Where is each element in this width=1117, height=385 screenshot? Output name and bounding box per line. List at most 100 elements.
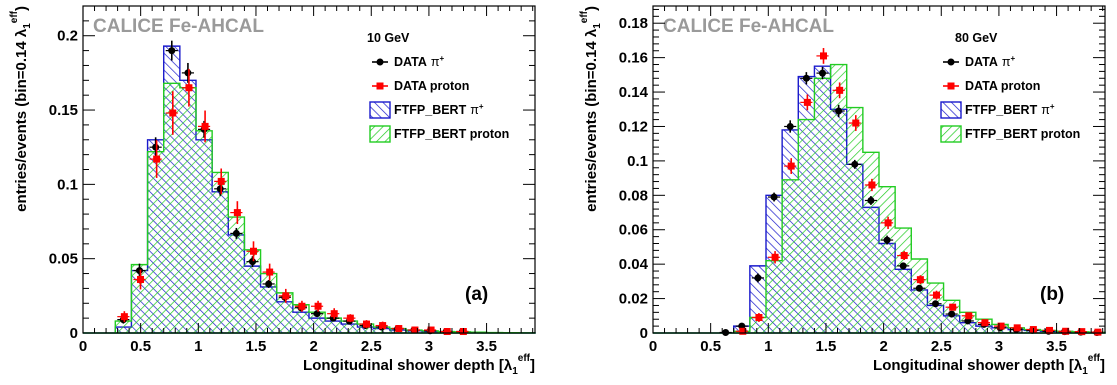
legend-label-sup: +	[479, 102, 484, 111]
y-tick-label: 0.16	[619, 50, 648, 67]
legend-entry: FTFP_BERT π+	[369, 101, 484, 119]
marker-circle	[883, 236, 891, 244]
marker-circle	[932, 300, 939, 308]
data-proton-point	[913, 275, 926, 285]
marker-square	[997, 322, 1005, 330]
marker-square	[153, 155, 161, 163]
marker-square	[1094, 328, 1102, 336]
y-tick-label: 0.12	[619, 118, 648, 135]
marker-circle	[915, 284, 923, 292]
legend-swatch	[369, 125, 391, 143]
marker-square	[201, 122, 209, 130]
marker-circle	[265, 280, 273, 288]
legend-label-symbol: π	[1002, 55, 1011, 69]
marker-circle	[867, 196, 875, 204]
marker-circle	[851, 160, 859, 168]
marker-square	[981, 319, 989, 327]
marker-square	[217, 177, 225, 185]
data-proton-point	[961, 312, 974, 320]
x-tick-label: 2.5	[931, 338, 952, 355]
ticks-a: 0 0.5 1 1.5 2 2.5 3 3.5 0 0.05 0.1 0.15 0.2	[49, 5, 535, 355]
data-proton-point	[1090, 328, 1103, 336]
marker-circle	[184, 69, 192, 77]
x-tick-label: 3.5	[1046, 338, 1067, 355]
legend-marker	[947, 58, 955, 66]
legend-swatch	[940, 125, 962, 143]
data-proton-point	[327, 308, 340, 320]
marker-circle	[899, 262, 907, 270]
data-proton-point	[1010, 324, 1023, 332]
y-tick-label: 0.08	[619, 187, 648, 204]
energy-label-b: 80 GeV	[955, 31, 998, 45]
marker-square	[233, 209, 241, 217]
legend-label-symbol: π	[1041, 103, 1050, 117]
y-tick-label: 0.04	[619, 256, 649, 273]
data-proton-point	[977, 319, 990, 327]
data-proton-point	[198, 110, 211, 143]
x-tick-label: 1	[194, 338, 202, 355]
marker-circle	[249, 258, 256, 266]
marker-square	[169, 109, 177, 117]
data-proton-point	[391, 325, 404, 333]
data-proton-point	[881, 216, 894, 230]
marker-square	[379, 322, 387, 330]
marker-square	[266, 268, 274, 276]
marker-square	[137, 275, 144, 283]
energy-label-a: 10 GeV	[367, 31, 410, 45]
data-proton-point	[230, 201, 243, 225]
marker-square	[282, 292, 290, 300]
legend-entry: DATA π+	[372, 54, 445, 69]
marker-circle	[232, 229, 240, 237]
marker-square	[395, 325, 403, 333]
x-tick-label: 2	[309, 338, 317, 355]
data-proton-point	[864, 178, 877, 192]
marker-square	[185, 84, 193, 92]
marker-square	[330, 310, 338, 318]
marker-circle	[754, 274, 762, 282]
marker-square	[900, 252, 908, 260]
marker-circle	[786, 122, 794, 130]
legend-label-text: FTFP_BERT	[394, 103, 467, 117]
ticks-b: 0 0.5 1 1.5 2 2.5 3 3.5 0 0.02 0.04 0.06 0.08 0.1 0.12…	[619, 6, 1105, 355]
x-tick-label: 0	[79, 338, 87, 355]
marker-circle	[136, 267, 143, 275]
legend-label-sup: +	[440, 54, 445, 63]
marker-square	[346, 314, 354, 322]
data-proton-point	[768, 251, 781, 264]
y-tick-label: 0	[640, 325, 648, 342]
data-proton-point	[343, 314, 356, 323]
banner-b: CALICE Fe-AHCAL	[663, 16, 834, 37]
marker-square	[852, 119, 860, 127]
marker-square	[836, 86, 844, 94]
data-pi-point	[784, 120, 797, 133]
data-proton-point	[359, 320, 372, 329]
marker-square	[916, 276, 924, 284]
data-proton-point	[407, 326, 420, 334]
legend-label: FTFP_BERT π+	[965, 102, 1055, 117]
marker-circle	[802, 74, 810, 82]
marker-square	[1062, 327, 1070, 335]
marker-square	[803, 98, 811, 106]
x-tick-label: 0.5	[130, 338, 151, 355]
x-axis-title-b: Longitudinal shower depth [λ1eff]	[873, 353, 1105, 377]
legend-swatch	[369, 101, 391, 119]
data-pi-point	[230, 227, 243, 239]
legend-marker	[376, 82, 384, 90]
marker-square	[965, 312, 973, 320]
data-proton-point	[440, 328, 453, 336]
legend-label-text: FTFP_BERT proton	[394, 127, 509, 141]
y-tick-label: 0	[70, 325, 78, 342]
data-proton-point	[133, 269, 146, 290]
data-pi-point	[881, 235, 894, 245]
data-proton-point	[149, 140, 162, 178]
marker-circle	[216, 185, 224, 193]
marker-square	[250, 247, 257, 255]
panel-label-a: (a)	[465, 284, 488, 305]
y-tick-label: 0.2	[57, 28, 78, 45]
x-tick-label: 3	[425, 338, 433, 355]
data-proton-point	[165, 91, 178, 135]
legend-label: DATA proton	[965, 79, 1040, 93]
y-tick-label: 0.1	[57, 176, 78, 193]
marker-square	[298, 302, 306, 310]
y-axis-title-a: entries/events (bin=0.14 λ1eff)	[9, 6, 33, 212]
